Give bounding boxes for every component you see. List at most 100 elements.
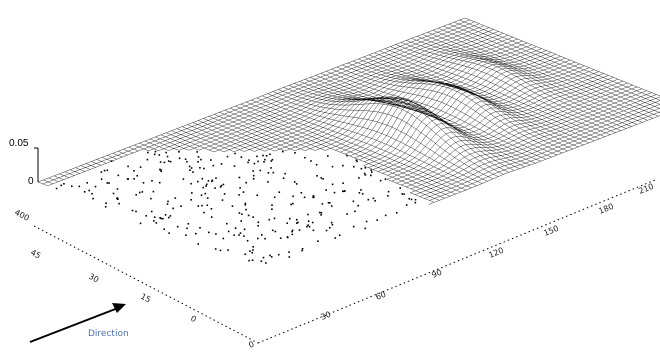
noise-dot	[357, 204, 359, 207]
noise-dot	[312, 229, 315, 232]
noise-dot	[387, 190, 390, 193]
left-tick-label: 400	[13, 208, 31, 223]
mesh-col-line	[224, 110, 445, 199]
noise-dot	[252, 216, 254, 218]
noise-dot	[195, 232, 197, 235]
noise-dot	[141, 191, 144, 193]
noise-dot	[190, 182, 192, 185]
noise-dot	[267, 172, 270, 174]
noise-dot	[331, 165, 334, 168]
mesh-col-line	[150, 138, 179, 151]
noise-dot	[233, 165, 236, 167]
mesh-col-line	[123, 149, 134, 154]
mesh-row-line	[178, 29, 494, 151]
noise-dot	[325, 189, 327, 191]
noise-dot	[251, 259, 254, 261]
noise-dot	[414, 198, 417, 201]
noise-dot	[168, 216, 170, 219]
noise-dot	[139, 166, 142, 168]
mesh-col-line	[443, 26, 660, 113]
noise-dot	[205, 185, 207, 187]
noise-dot	[257, 160, 259, 163]
mesh-col-line	[342, 64, 563, 154]
noise-dot	[180, 205, 182, 207]
z-tick-label-bottom: 0	[28, 176, 34, 187]
mesh-row-line	[148, 23, 480, 151]
noise-dot	[83, 191, 86, 193]
mesh-col-line	[134, 144, 149, 151]
mesh-row-line	[424, 107, 660, 199]
mesh-row-line	[158, 25, 485, 151]
noise-dot	[292, 202, 294, 205]
mesh-col-line	[272, 91, 493, 180]
noise-dot	[244, 202, 247, 205]
noise-dot	[321, 203, 324, 205]
noise-dot	[153, 153, 156, 156]
mesh-row-line	[377, 79, 619, 172]
noise-dot	[307, 213, 309, 216]
noise-dot	[212, 164, 215, 167]
noise-dot	[273, 217, 276, 220]
mesh-col-line	[400, 42, 622, 131]
left-tick-label: 0	[189, 314, 198, 324]
noise-dot	[414, 201, 417, 204]
noise-dot	[329, 226, 331, 229]
noise-dot	[262, 154, 264, 157]
mesh-col-line	[155, 136, 189, 151]
noise-dot	[344, 190, 346, 192]
noise-dot	[197, 243, 199, 245]
mesh-row-line	[359, 69, 595, 160]
noise-dot	[303, 196, 306, 199]
noise-dot	[160, 170, 162, 173]
noise-dot	[279, 237, 282, 239]
noise-dot	[333, 191, 336, 194]
noise-dot	[264, 237, 266, 240]
noise-dot	[289, 217, 291, 220]
noise-dot	[331, 183, 334, 186]
noise-dot	[238, 176, 241, 179]
noise-dot	[203, 167, 205, 170]
noise-dot	[220, 184, 223, 187]
noise-dot	[200, 194, 203, 196]
mesh-row-line	[373, 77, 614, 170]
noise-dot	[189, 169, 191, 171]
noise-dot	[354, 210, 356, 213]
noise-dot	[200, 158, 202, 161]
noise-dot	[238, 212, 241, 214]
noise-dot	[271, 204, 273, 206]
noise-dot	[296, 222, 298, 224]
mesh-row-line	[244, 42, 528, 152]
mesh-col-line	[139, 142, 159, 151]
mesh-col-line	[85, 163, 96, 168]
noise-dot	[313, 196, 315, 198]
noise-dot	[291, 229, 294, 232]
right-tick-label: 30	[319, 310, 332, 322]
noise-dot	[367, 198, 370, 201]
noise-dot	[220, 163, 223, 165]
mesh-col-line	[48, 177, 59, 182]
noise-dot	[301, 249, 303, 252]
noise-dot	[159, 169, 162, 171]
noise-dot	[316, 175, 318, 177]
noise-dot	[263, 161, 265, 163]
noise-dot	[197, 180, 199, 183]
noise-dot	[165, 151, 167, 154]
noise-dot	[346, 154, 348, 157]
noise-dot	[204, 192, 207, 195]
noise-dot	[300, 192, 303, 194]
mesh-col-line	[438, 28, 659, 117]
noise-dot	[364, 174, 367, 176]
noise-dot	[234, 227, 237, 229]
mesh-col-line	[347, 62, 568, 152]
noise-dot	[208, 231, 210, 234]
right-tick-label: 150	[542, 224, 560, 238]
noise-dot	[269, 153, 271, 156]
right-tick-label: 0	[247, 340, 255, 350]
noise-dot	[271, 229, 274, 232]
noise-dot	[176, 225, 179, 228]
noise-dot	[153, 216, 156, 218]
mesh-col-line	[171, 130, 225, 152]
noise-dot	[112, 192, 115, 195]
noise-dot	[203, 211, 205, 214]
noise-dot	[135, 210, 137, 213]
